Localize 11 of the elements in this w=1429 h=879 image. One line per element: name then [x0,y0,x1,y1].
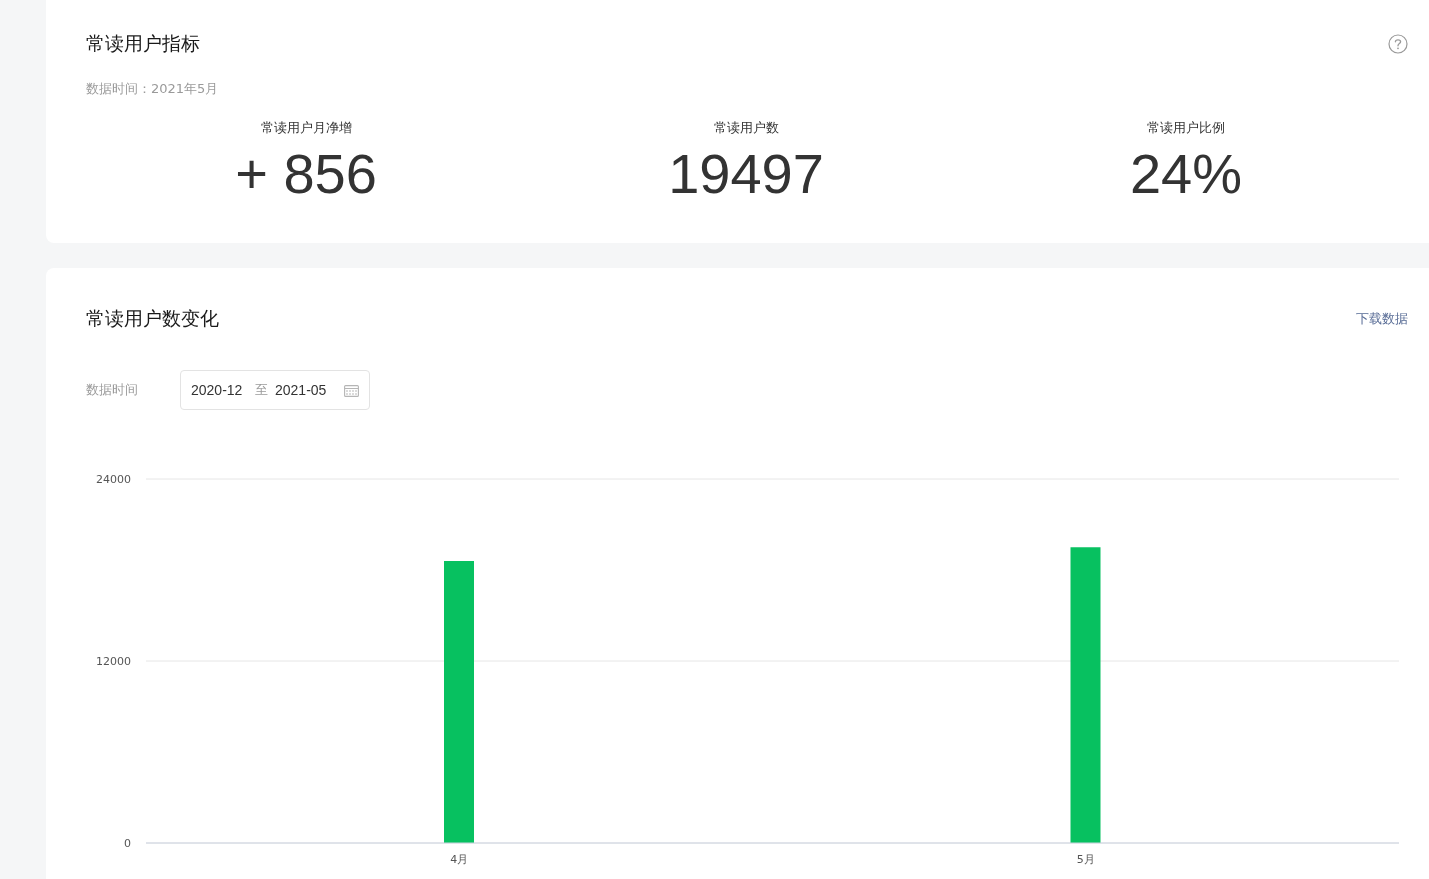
chart-title: 常读用户数变化 [86,306,219,330]
x-tick-label: 4月 [450,852,469,866]
text: 数据时间 [86,381,138,399]
y-tick-label: 12000 [96,654,131,668]
text: 下载数据 [1356,310,1408,328]
y-tick-label: 0 [124,836,131,850]
text: 至 [255,381,268,399]
x-tick-label: 5月 [1076,852,1095,866]
text: 2021-05 [275,381,327,399]
y-tick-label: 24000 [96,472,131,486]
text: 2020-12 [191,381,243,399]
